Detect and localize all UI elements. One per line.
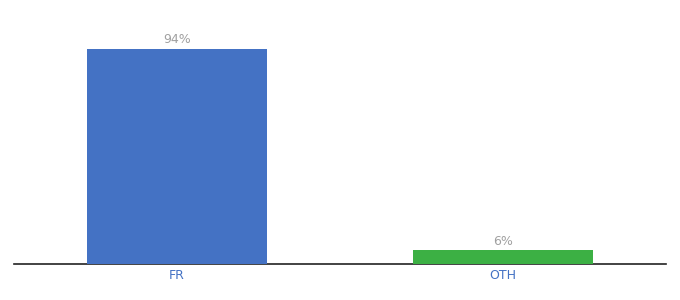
Text: 94%: 94%	[163, 33, 190, 46]
Bar	[413, 250, 593, 264]
Text: 6%: 6%	[493, 235, 513, 248]
Bar	[87, 49, 267, 264]
